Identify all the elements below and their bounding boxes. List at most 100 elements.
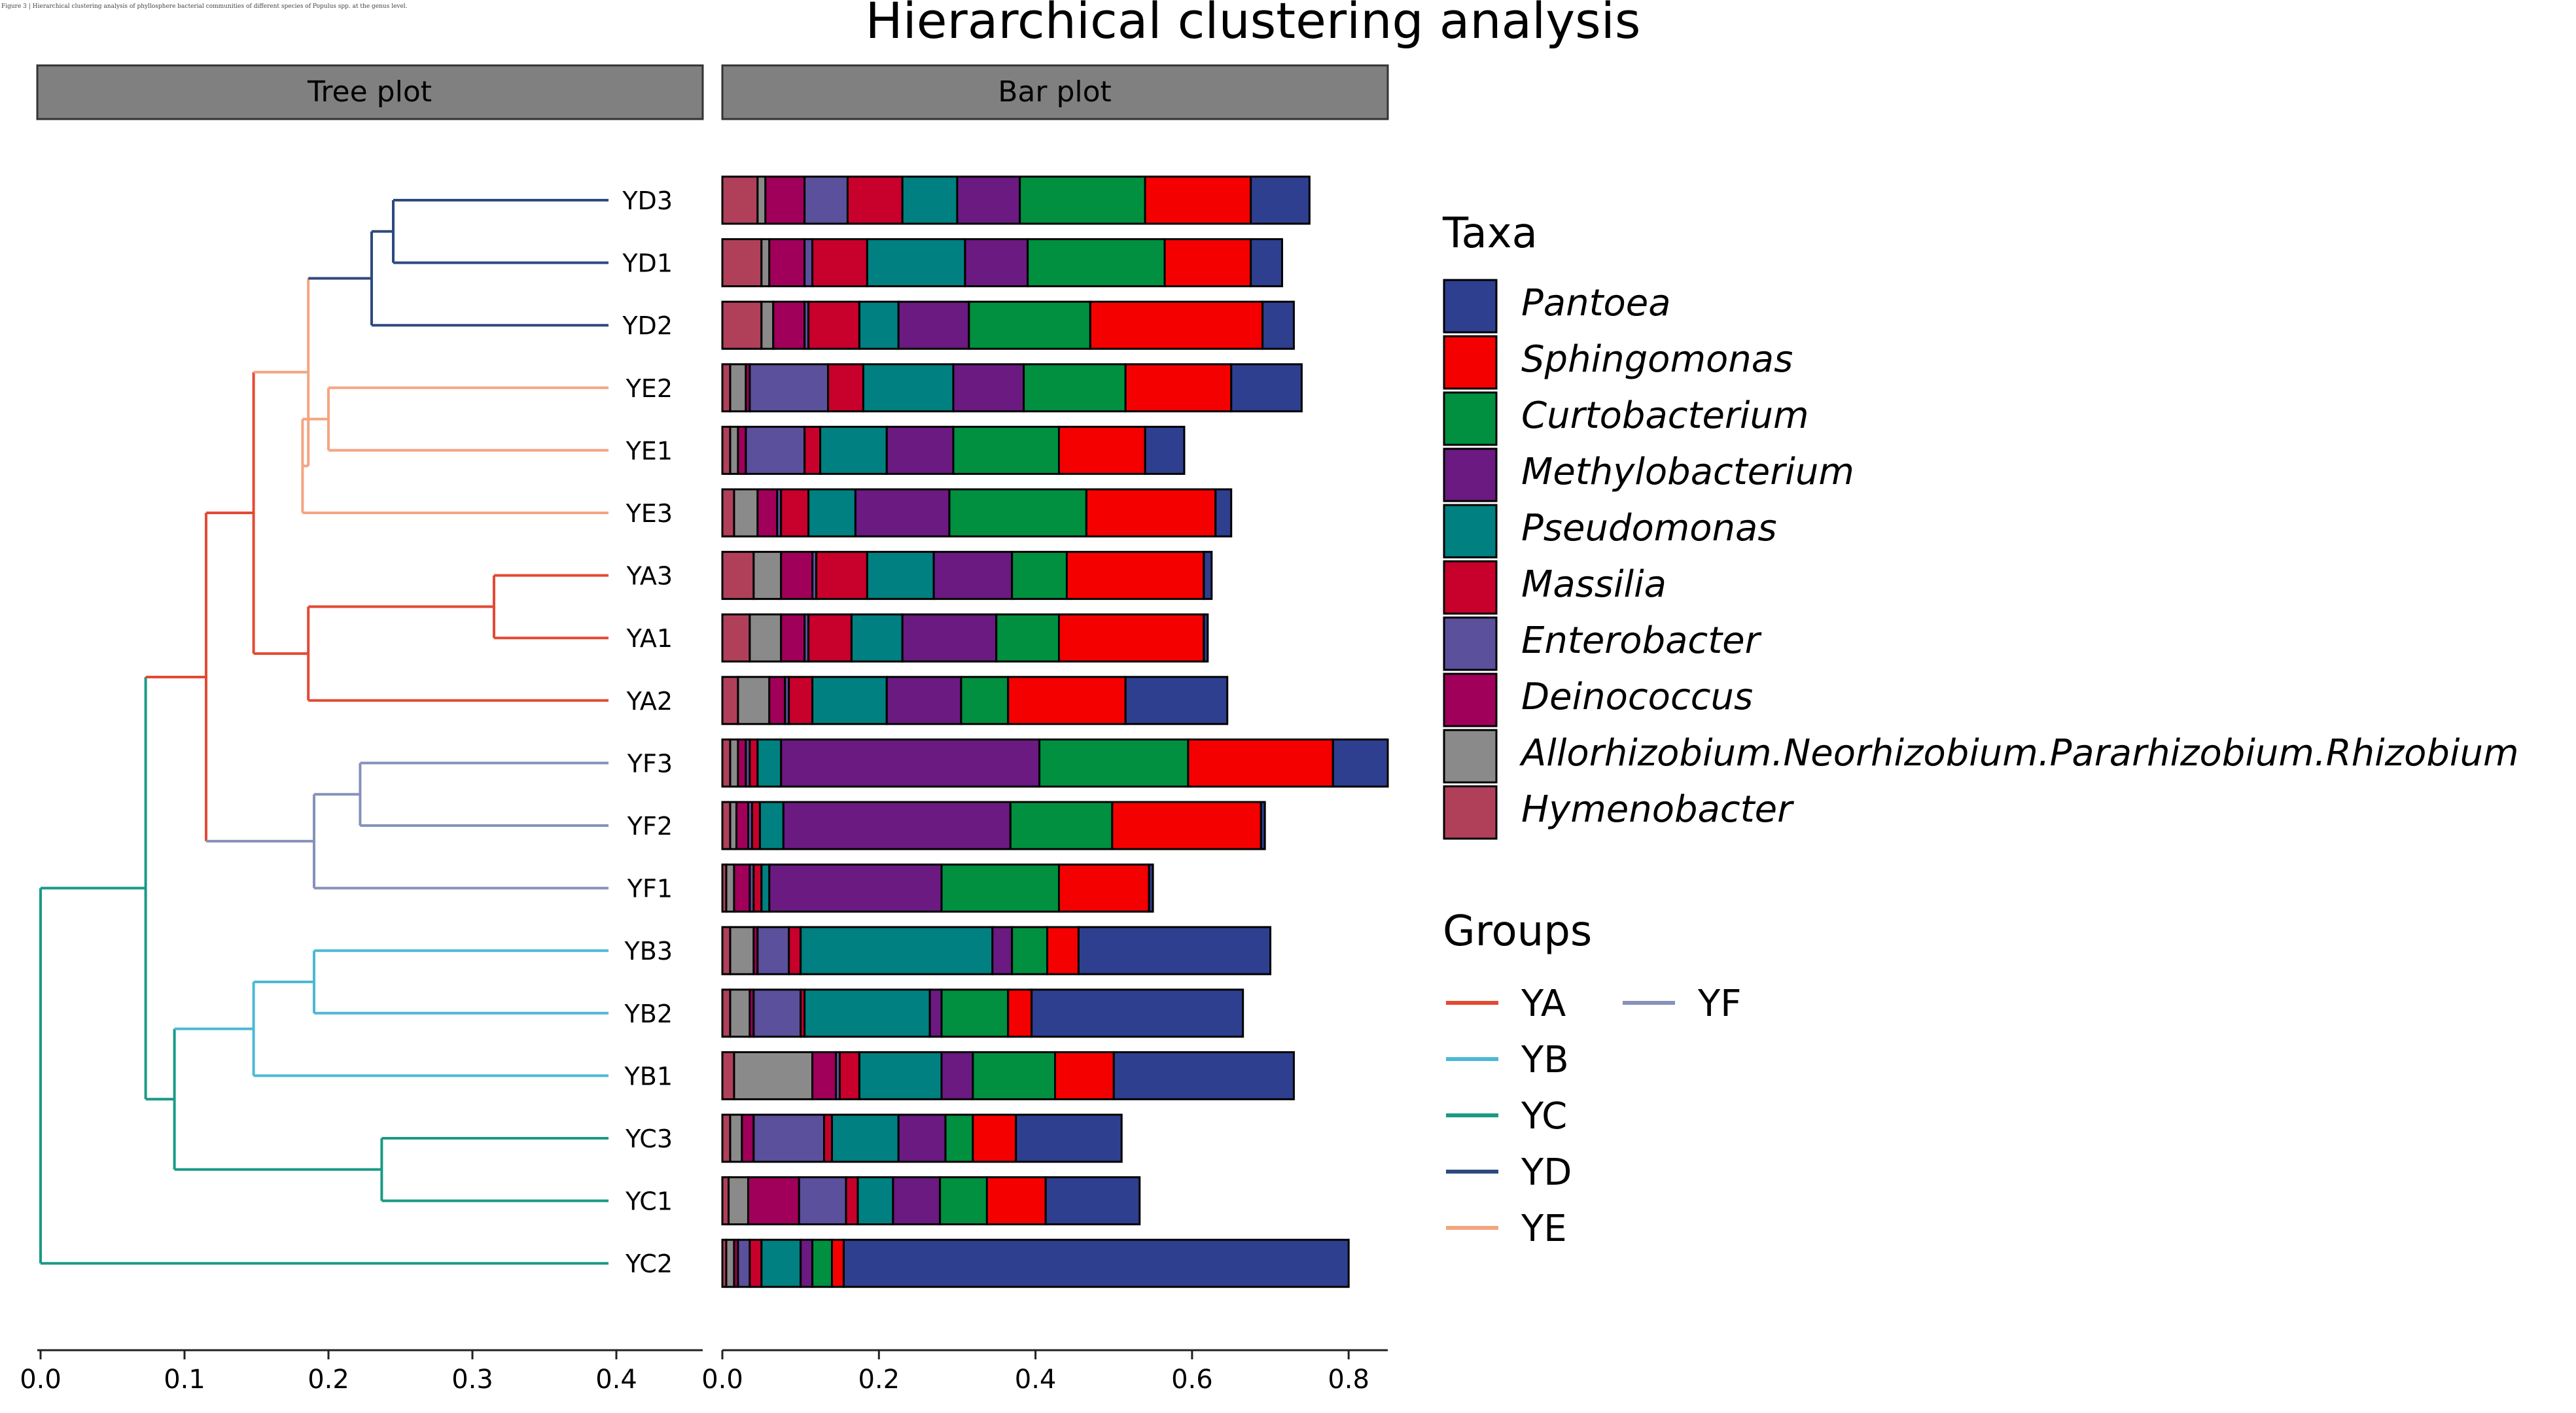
- bar-segment-YD3-massilia: [846, 175, 904, 225]
- bar-segment-YC3-sphingomonas: [972, 1113, 1017, 1163]
- bar-segment-YE1-deinococcus: [737, 425, 747, 475]
- axes: 0.0 0.1 0.2 0.3 0.4 0.0 0.2 0.4 0.6 0.8: [20, 1349, 1388, 1395]
- bar-segment-YE2-massilia: [827, 363, 864, 413]
- bar-segment-YD3-methylobacterium: [956, 175, 1021, 225]
- bar-x-tick-label: 0.4: [1015, 1365, 1057, 1395]
- tree-x-tick-label: 0.4: [595, 1365, 637, 1395]
- bar-segment-YF2-deinococcus: [735, 801, 749, 850]
- bar-segment-YD2-hymenobacter: [721, 300, 763, 350]
- legend-taxa-label: Hymenobacter: [1521, 788, 1794, 831]
- bar-segment-YF1-curtobacterium: [940, 864, 1060, 913]
- bar-segment-YF3-pantoea: [1332, 738, 1389, 788]
- bar-segment-YA3-curtobacterium: [1011, 551, 1068, 601]
- dendrogram: [39, 199, 609, 1265]
- bar-x-tick-label: 0.6: [1171, 1365, 1213, 1395]
- sample-label-YA3: YA3: [626, 562, 673, 591]
- bar-segment-YB3-massilia: [788, 926, 802, 975]
- bar-segment-YB2-allorhizobium: [729, 988, 751, 1038]
- bar-segment-YB2-pantoea: [1031, 988, 1244, 1038]
- bar-segment-YE1-pseudomonas: [819, 425, 888, 475]
- legend-taxa-label: Massilia: [1521, 563, 1667, 606]
- sample-label-YD3: YD3: [622, 186, 673, 215]
- legend-taxa-swatch: [1443, 560, 1498, 615]
- sample-label-YB2: YB2: [624, 1000, 673, 1028]
- bar-segment-YA2-deinococcus: [768, 676, 786, 725]
- bar-segment-YB1-methylobacterium: [940, 1051, 974, 1100]
- bar-segment-YF2-sphingomonas: [1111, 801, 1262, 850]
- caption-note: Figure 3 | Hierarchical clustering analy…: [1, 3, 408, 10]
- bar-segment-YC1-sphingomonas: [985, 1176, 1047, 1226]
- bar-segment-YF3-hymenobacter: [721, 738, 732, 788]
- bar-segment-YB2-curtobacterium: [940, 988, 1010, 1038]
- bar-segment-YE1-allorhizobium: [729, 425, 739, 475]
- bar-segment-YB3-allorhizobium: [729, 926, 755, 975]
- bar-segment-YF3-massilia: [749, 738, 759, 788]
- sample-label-YE1: YE1: [626, 436, 673, 465]
- bar-segment-YB1-sphingomonas: [1054, 1051, 1115, 1100]
- legend-taxa-label: Curtobacterium: [1521, 394, 1809, 437]
- bar-segment-YF1-deinococcus: [733, 864, 751, 913]
- bar-segment-YC3-enterobacter: [752, 1113, 826, 1163]
- bar-segment-YE2-methylobacterium: [952, 363, 1025, 413]
- bar-segment-YA2-hymenobacter: [721, 676, 739, 725]
- legend-taxa-swatch: [1443, 447, 1498, 502]
- bar-segment-YE1-methylobacterium: [885, 425, 955, 475]
- bar-segment-YA1-sphingomonas: [1057, 613, 1205, 663]
- bar-segment-YB1-pantoea: [1112, 1051, 1295, 1100]
- bar-segment-YB3-hymenobacter: [721, 926, 732, 975]
- sample-label-YE3: YE3: [626, 499, 673, 528]
- bar-segment-YE3-sphingomonas: [1085, 488, 1217, 538]
- bar-segment-YF3-curtobacterium: [1038, 738, 1190, 788]
- bar-segment-YB1-allorhizobium: [733, 1051, 814, 1100]
- bar-segment-YC1-allorhizobium: [728, 1176, 749, 1226]
- bar-segment-YD3-sphingomonas: [1144, 175, 1252, 225]
- bar-segment-YC3-massilia: [823, 1113, 834, 1163]
- bar-segment-YF1-sphingomonas: [1057, 864, 1150, 913]
- bar-x-tick-label: 0.8: [1328, 1365, 1369, 1395]
- bar-segment-YA1-allorhizobium: [749, 613, 783, 663]
- bar-segment-YE2-pseudomonas: [862, 363, 955, 413]
- bar-segment-YB3-sphingomonas: [1046, 926, 1080, 975]
- bar-segment-YC2-curtobacterium: [811, 1238, 834, 1288]
- bar-segment-YC1-pseudomonas: [856, 1176, 894, 1226]
- legend-taxa-swatch: [1443, 616, 1498, 671]
- bar-panel-label: Bar plot: [998, 75, 1112, 109]
- legend-taxa-label: Enterobacter: [1521, 619, 1762, 662]
- bar-segment-YE1-pantoea: [1144, 425, 1186, 475]
- bar-segment-YF1-methylobacterium: [768, 864, 943, 913]
- sample-label-YA2: YA2: [626, 687, 673, 716]
- bar-segment-YF2-curtobacterium: [1009, 801, 1114, 850]
- bar-segment-YF2-massilia: [750, 801, 761, 850]
- bar-segment-YC2-methylobacterium: [800, 1238, 814, 1288]
- tree-x-tick-label: 0.2: [308, 1365, 349, 1395]
- bar-segment-YB3-methylobacterium: [991, 926, 1014, 975]
- bar-segment-YB2-enterobacter: [752, 988, 802, 1038]
- legend-taxa-swatch: [1443, 785, 1498, 840]
- bar-segment-YE2-sphingomonas: [1124, 363, 1233, 413]
- sample-label-YF3: YF3: [627, 749, 673, 778]
- legend-group-label: YD: [1521, 1151, 1572, 1194]
- bar-segment-YA3-hymenobacter: [721, 551, 755, 601]
- bar-segment-YB3-pseudomonas: [800, 926, 994, 975]
- bar-segment-YC2-pseudomonas: [760, 1238, 802, 1288]
- bar-segment-YD2-allorhizobium: [760, 300, 775, 350]
- bar-segment-YB1-hymenobacter: [721, 1051, 735, 1100]
- bar-segment-YD2-pseudomonas: [858, 300, 900, 350]
- bar-segment-YA2-allorhizobium: [737, 676, 771, 725]
- bar-segment-YC3-pantoea: [1015, 1113, 1123, 1163]
- bar-segment-YE3-methylobacterium: [854, 488, 951, 538]
- bar-segment-YD3-curtobacterium: [1019, 175, 1146, 225]
- legend-taxa-swatch: [1443, 672, 1498, 727]
- bar-segment-YE2-pantoea: [1230, 363, 1303, 413]
- bar-segment-YC3-curtobacterium: [944, 1113, 974, 1163]
- bar-segment-YD1-allorhizobium: [760, 238, 771, 288]
- bar-segment-YD1-enterobacter: [803, 238, 814, 288]
- bar-segment-YD3-pantoea: [1250, 175, 1311, 225]
- bar-segment-YA2-curtobacterium: [960, 676, 1010, 725]
- bar-segment-YA3-pantoea: [1203, 551, 1213, 601]
- bar-segment-YE3-curtobacterium: [948, 488, 1087, 538]
- bar-segment-YB2-pseudomonas: [803, 988, 931, 1038]
- sample-label-YB3: YB3: [624, 937, 673, 966]
- sample-label-YA1: YA1: [626, 624, 673, 653]
- bar-segment-YD2-pantoea: [1262, 300, 1295, 350]
